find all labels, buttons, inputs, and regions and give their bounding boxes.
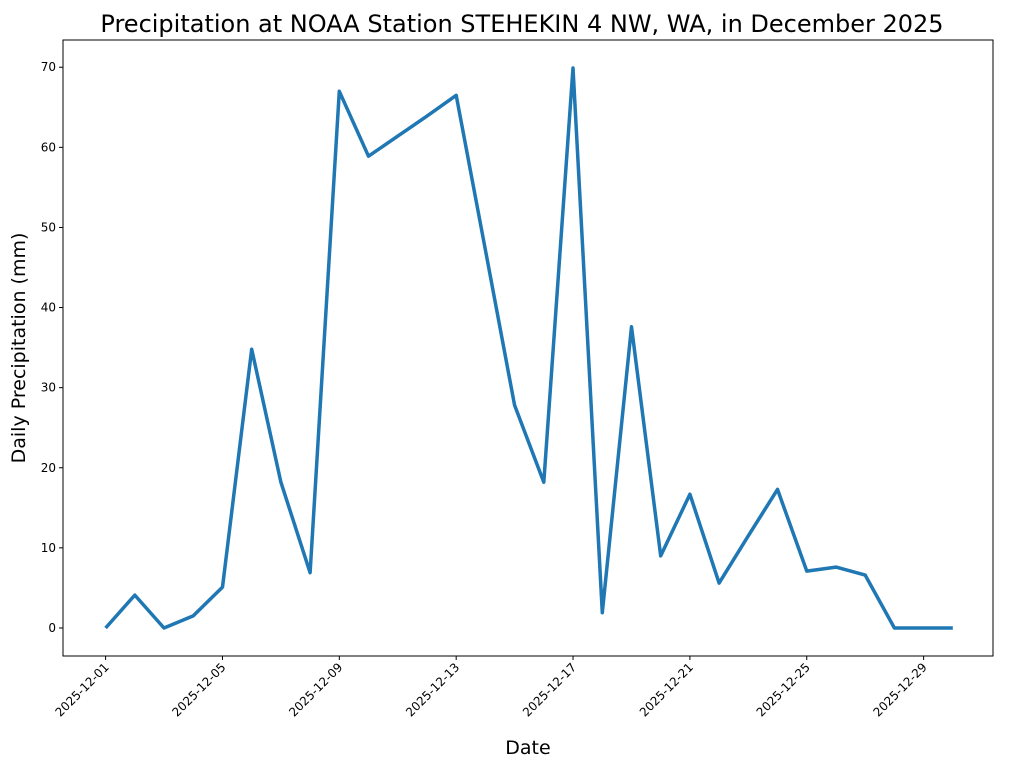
chart-title: Precipitation at NOAA Station STEHEKIN 4… bbox=[100, 10, 943, 38]
y-tick-label: 60 bbox=[41, 140, 56, 154]
y-tick-label: 70 bbox=[41, 60, 56, 74]
x-axis-label: Date bbox=[505, 737, 550, 759]
x-tick-label: 2025-12-13 bbox=[403, 660, 462, 719]
y-tick-label: 30 bbox=[41, 381, 56, 395]
y-tick-label: 10 bbox=[41, 541, 56, 555]
x-tick-label: 2025-12-25 bbox=[754, 660, 813, 719]
x-tick-label: 2025-12-05 bbox=[169, 660, 228, 719]
y-tick-label: 0 bbox=[48, 621, 56, 635]
y-tick-label: 40 bbox=[41, 301, 56, 315]
y-tick-label: 20 bbox=[41, 461, 56, 475]
series-line bbox=[104, 66, 953, 630]
y-axis-label: Daily Precipitation (mm) bbox=[8, 233, 30, 464]
x-tick-label: 2025-12-29 bbox=[871, 660, 930, 719]
x-tick-label: 2025-12-17 bbox=[520, 660, 579, 719]
x-axis: 2025-12-01 2025-12-05 2025-12-09 2025-12-13… bbox=[53, 656, 930, 719]
y-axis: 0 10 20 30 40 50 60 70 bbox=[41, 60, 63, 635]
y-tick-label: 50 bbox=[41, 220, 56, 234]
plot-area bbox=[62, 39, 994, 657]
x-tick-label: 2025-12-01 bbox=[53, 660, 112, 719]
x-tick-label: 2025-12-21 bbox=[637, 660, 696, 719]
x-tick-label: 2025-12-09 bbox=[286, 660, 345, 719]
